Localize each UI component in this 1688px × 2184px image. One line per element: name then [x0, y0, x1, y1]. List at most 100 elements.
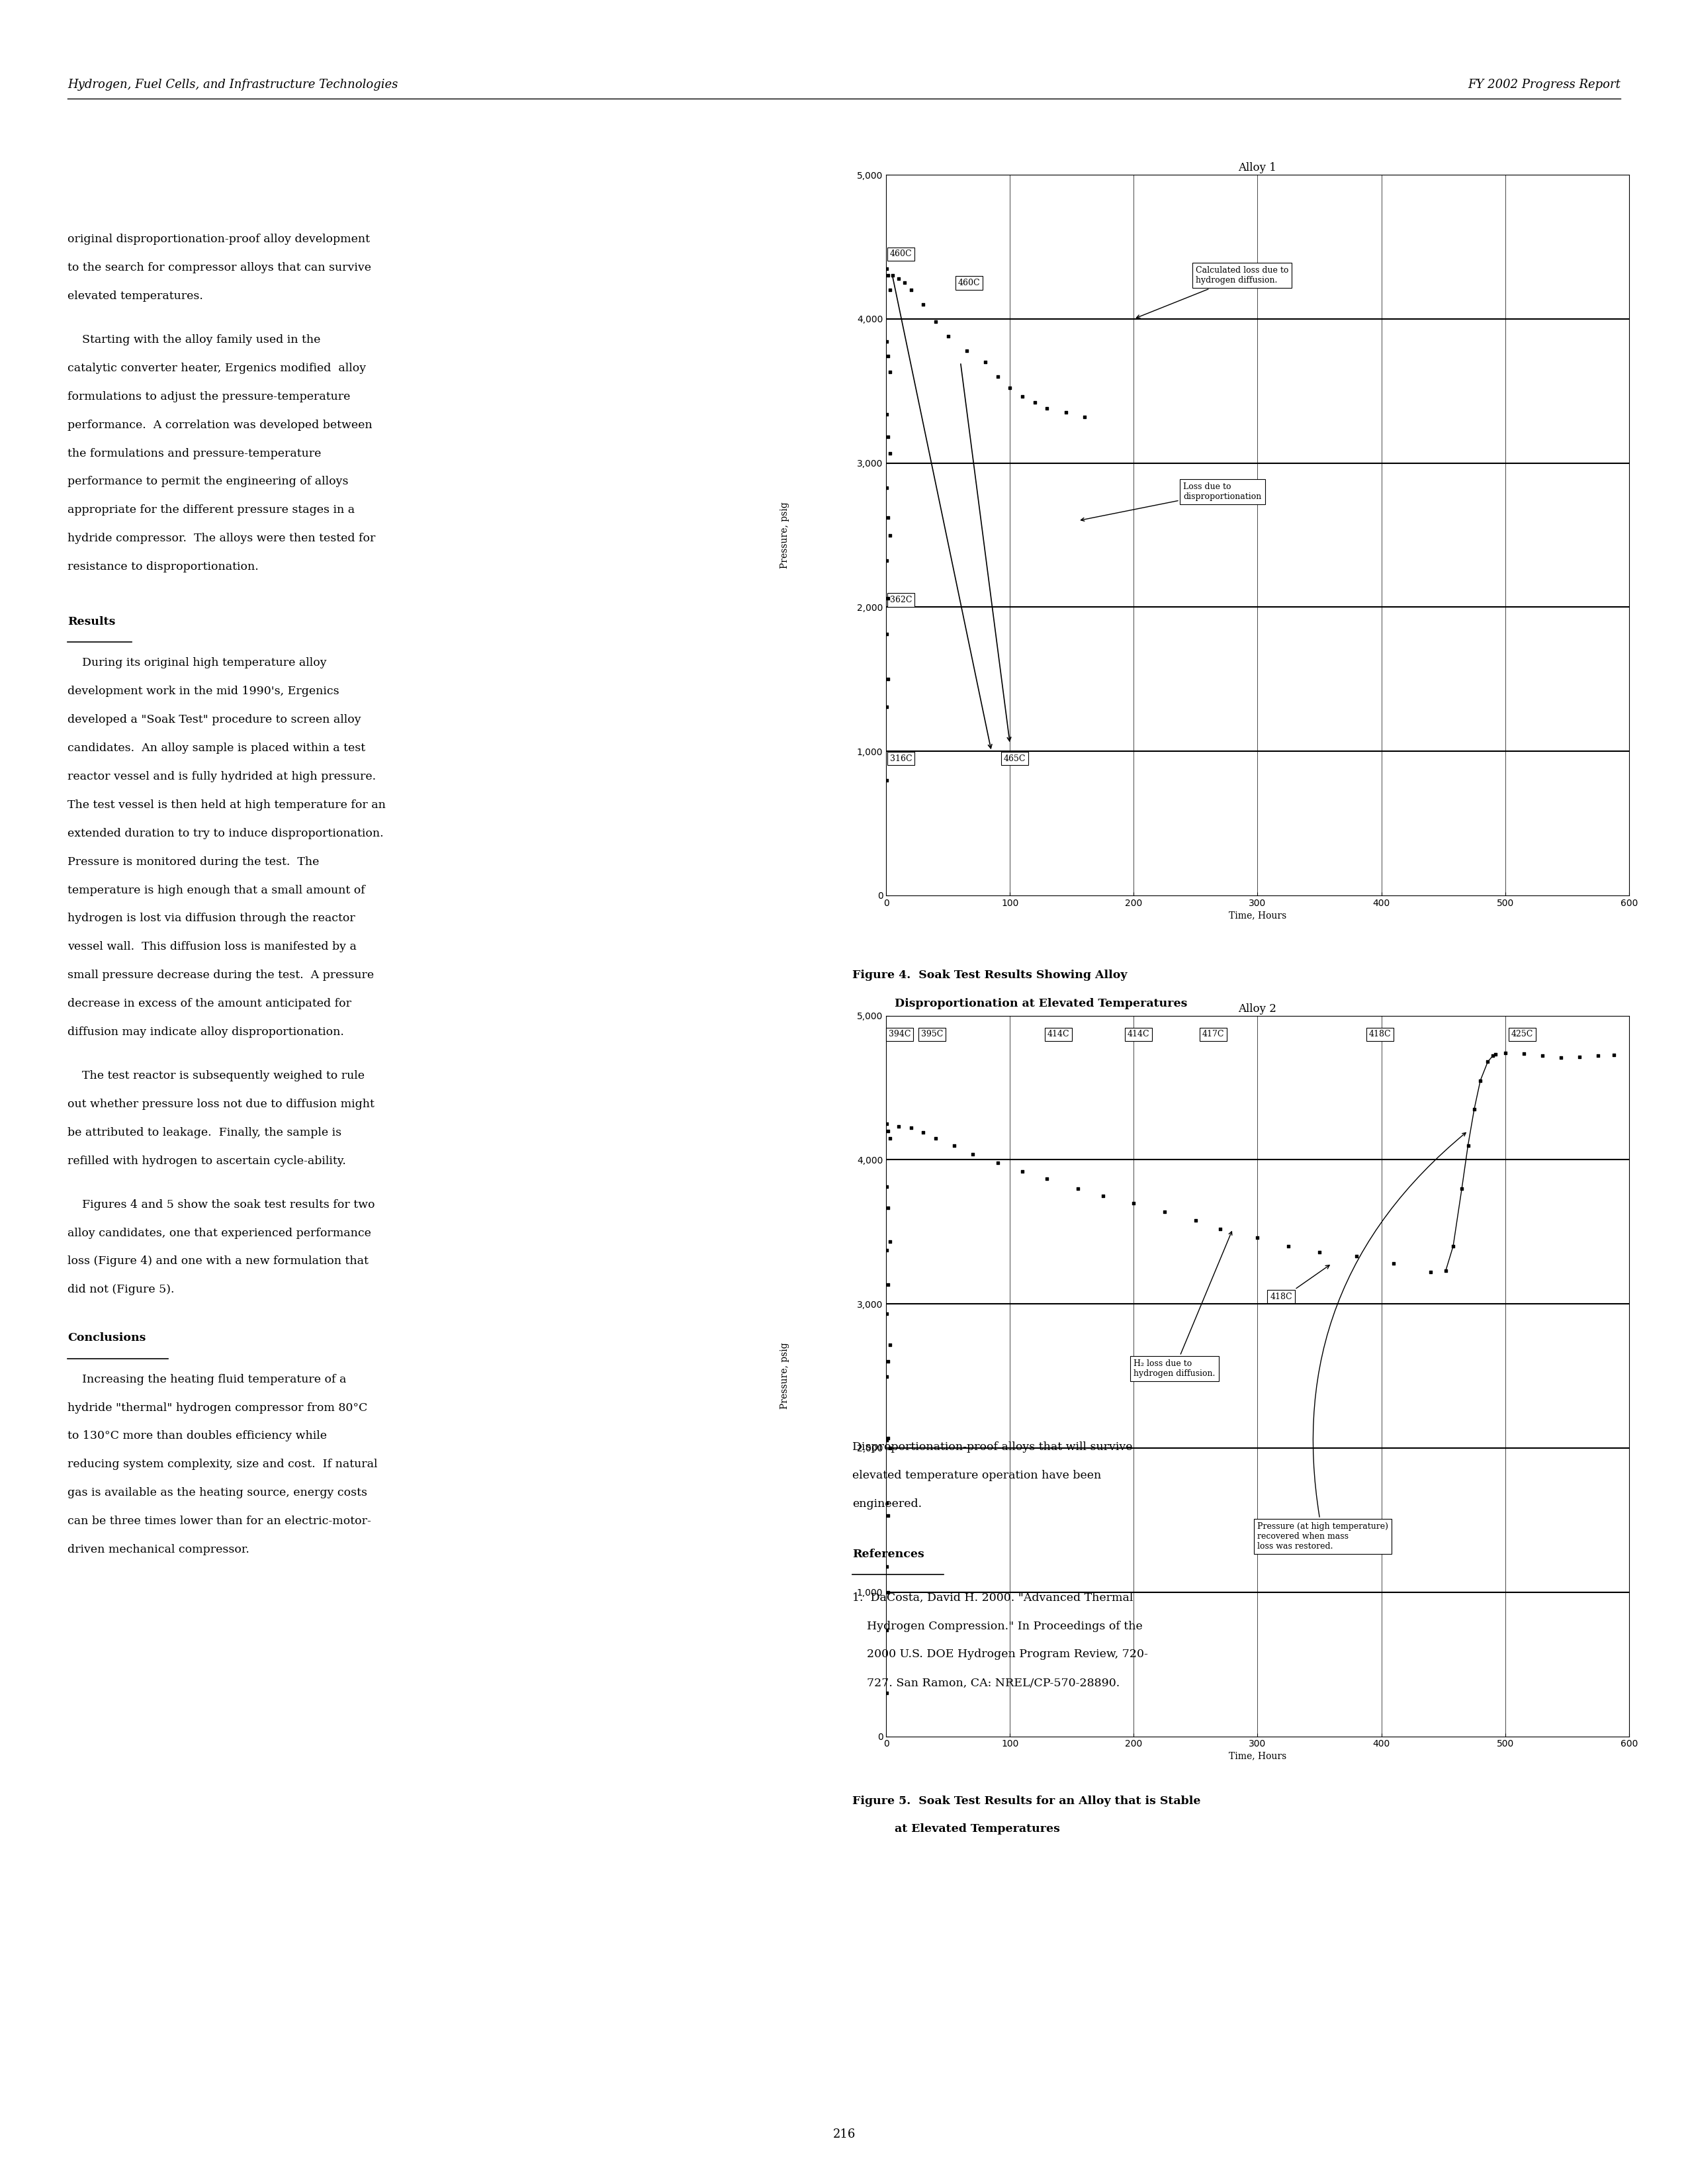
Y-axis label: Pressure, psig: Pressure, psig: [780, 502, 790, 568]
Point: [954, 334, 981, 369]
Point: [910, 286, 937, 321]
Point: [898, 273, 925, 308]
Point: [1474, 1044, 1501, 1079]
Point: [876, 354, 903, 389]
Text: Pressure (at high temperature)
recovered when mass
loss was restored.: Pressure (at high temperature) recovered…: [1258, 1133, 1465, 1551]
Point: [984, 1144, 1011, 1179]
Point: [873, 323, 900, 358]
Point: [910, 1114, 937, 1149]
Text: alloy candidates, one that experienced performance: alloy candidates, one that experienced p…: [68, 1227, 371, 1238]
Text: performance to permit the engineering of alloys: performance to permit the engineering of…: [68, 476, 348, 487]
Text: small pressure decrease during the test.  A pressure: small pressure decrease during the test.…: [68, 970, 375, 981]
Point: [873, 1168, 900, 1203]
Text: to 130°C more than doubles efficiency while: to 130°C more than doubles efficiency wh…: [68, 1431, 327, 1441]
Point: [876, 1328, 903, 1363]
Point: [874, 1190, 901, 1225]
Text: 362C: 362C: [890, 596, 912, 605]
Text: appropriate for the different pressure stages in a: appropriate for the different pressure s…: [68, 505, 354, 515]
Point: [885, 1109, 912, 1144]
Text: 2000 U.S. DOE Hydrogen Program Review, 720-: 2000 U.S. DOE Hydrogen Program Review, 7…: [852, 1649, 1148, 1660]
Text: hydride compressor.  The alloys were then tested for: hydride compressor. The alloys were then…: [68, 533, 375, 544]
Point: [1033, 1162, 1060, 1197]
Point: [1089, 1179, 1116, 1214]
Point: [898, 1109, 925, 1144]
Text: Starting with the alloy family used in the: Starting with the alloy family used in t…: [68, 334, 321, 345]
Text: FY 2002 Progress Report: FY 2002 Progress Report: [1467, 79, 1620, 90]
Text: gas is available as the heating source, energy costs: gas is available as the heating source, …: [68, 1487, 368, 1498]
Text: Calculated loss due to
hydrogen diffusion.: Calculated loss due to hydrogen diffusio…: [1136, 266, 1288, 319]
Text: 216: 216: [832, 2129, 856, 2140]
Point: [1448, 1171, 1475, 1206]
Point: [1467, 1064, 1494, 1099]
Point: [874, 581, 901, 616]
Point: [873, 1295, 900, 1330]
Point: [1492, 1035, 1519, 1070]
Text: be attributed to leakage.  Finally, the sample is: be attributed to leakage. Finally, the s…: [68, 1127, 341, 1138]
Text: Figure 4.  Soak Test Results Showing Alloy: Figure 4. Soak Test Results Showing Allo…: [852, 970, 1128, 981]
Point: [1207, 1212, 1234, 1247]
Text: Disproportionation at Elevated Temperatures: Disproportionation at Elevated Temperatu…: [895, 998, 1187, 1009]
Point: [876, 1431, 903, 1465]
Text: extended duration to try to induce disproportionation.: extended duration to try to induce dispr…: [68, 828, 383, 839]
Point: [1307, 1234, 1334, 1269]
Point: [1033, 391, 1060, 426]
Text: engineered.: engineered.: [852, 1498, 922, 1509]
Point: [874, 258, 901, 293]
Point: [876, 273, 903, 308]
Point: [1381, 1247, 1408, 1282]
Point: [885, 262, 912, 297]
Text: Results: Results: [68, 616, 115, 627]
Text: Loss due to
disproportionation: Loss due to disproportionation: [1080, 483, 1261, 522]
Text: hydrogen is lost via diffusion through the reactor: hydrogen is lost via diffusion through t…: [68, 913, 354, 924]
Text: vessel wall.  This diffusion loss is manifested by a: vessel wall. This diffusion loss is mani…: [68, 941, 356, 952]
Text: 394C: 394C: [888, 1031, 912, 1040]
Text: 418C: 418C: [1369, 1031, 1391, 1040]
Point: [935, 319, 962, 354]
Text: During its original high temperature alloy: During its original high temperature all…: [68, 657, 327, 668]
Text: H₂ loss due to
hydrogen diffusion.: H₂ loss due to hydrogen diffusion.: [1134, 1232, 1232, 1378]
Text: elevated temperature operation have been: elevated temperature operation have been: [852, 1470, 1101, 1481]
Title: Alloy 2: Alloy 2: [1239, 1002, 1276, 1016]
Text: 414C: 414C: [1128, 1031, 1150, 1040]
Point: [922, 1120, 949, 1155]
Text: hydride "thermal" hydrogen compressor from 80°C: hydride "thermal" hydrogen compressor fr…: [68, 1402, 368, 1413]
Point: [873, 1675, 900, 1710]
Text: 425C: 425C: [1511, 1031, 1533, 1040]
Point: [873, 1232, 900, 1267]
Point: [1440, 1230, 1467, 1265]
Point: [1244, 1221, 1271, 1256]
Text: 417C: 417C: [1202, 1031, 1224, 1040]
Point: [996, 371, 1023, 406]
Point: [1479, 1037, 1506, 1072]
Point: [873, 251, 900, 286]
Point: [972, 345, 999, 380]
Point: [873, 1612, 900, 1647]
Point: [1274, 1230, 1301, 1265]
Title: Alloy 1: Alloy 1: [1239, 162, 1276, 175]
Text: original disproportionation-proof alloy development: original disproportionation-proof alloy …: [68, 234, 370, 245]
Point: [876, 1120, 903, 1155]
Text: decrease in excess of the amount anticipated for: decrease in excess of the amount anticip…: [68, 998, 351, 1009]
Text: References: References: [852, 1548, 925, 1559]
Point: [1344, 1238, 1371, 1273]
Text: driven mechanical compressor.: driven mechanical compressor.: [68, 1544, 250, 1555]
Text: to the search for compressor alloys that can survive: to the search for compressor alloys that…: [68, 262, 371, 273]
Text: 418C: 418C: [1269, 1293, 1293, 1302]
Point: [1566, 1040, 1593, 1075]
Text: Disproportionation-proof alloys that will survive: Disproportionation-proof alloys that wil…: [852, 1441, 1133, 1452]
X-axis label: Time, Hours: Time, Hours: [1229, 1752, 1286, 1760]
Text: 316C: 316C: [890, 753, 912, 762]
Text: candidates.  An alloy sample is placed within a test: candidates. An alloy sample is placed wi…: [68, 743, 365, 753]
Point: [1021, 384, 1048, 419]
Point: [1511, 1035, 1538, 1070]
Y-axis label: Pressure, psig: Pressure, psig: [780, 1343, 790, 1409]
Point: [891, 266, 918, 301]
Point: [874, 1343, 901, 1378]
Text: reactor vessel and is fully hydrided at high pressure.: reactor vessel and is fully hydrided at …: [68, 771, 376, 782]
Point: [874, 339, 901, 373]
Point: [873, 1485, 900, 1520]
Point: [1431, 1254, 1458, 1289]
Point: [873, 1105, 900, 1140]
Point: [874, 419, 901, 454]
Point: [1070, 400, 1097, 435]
